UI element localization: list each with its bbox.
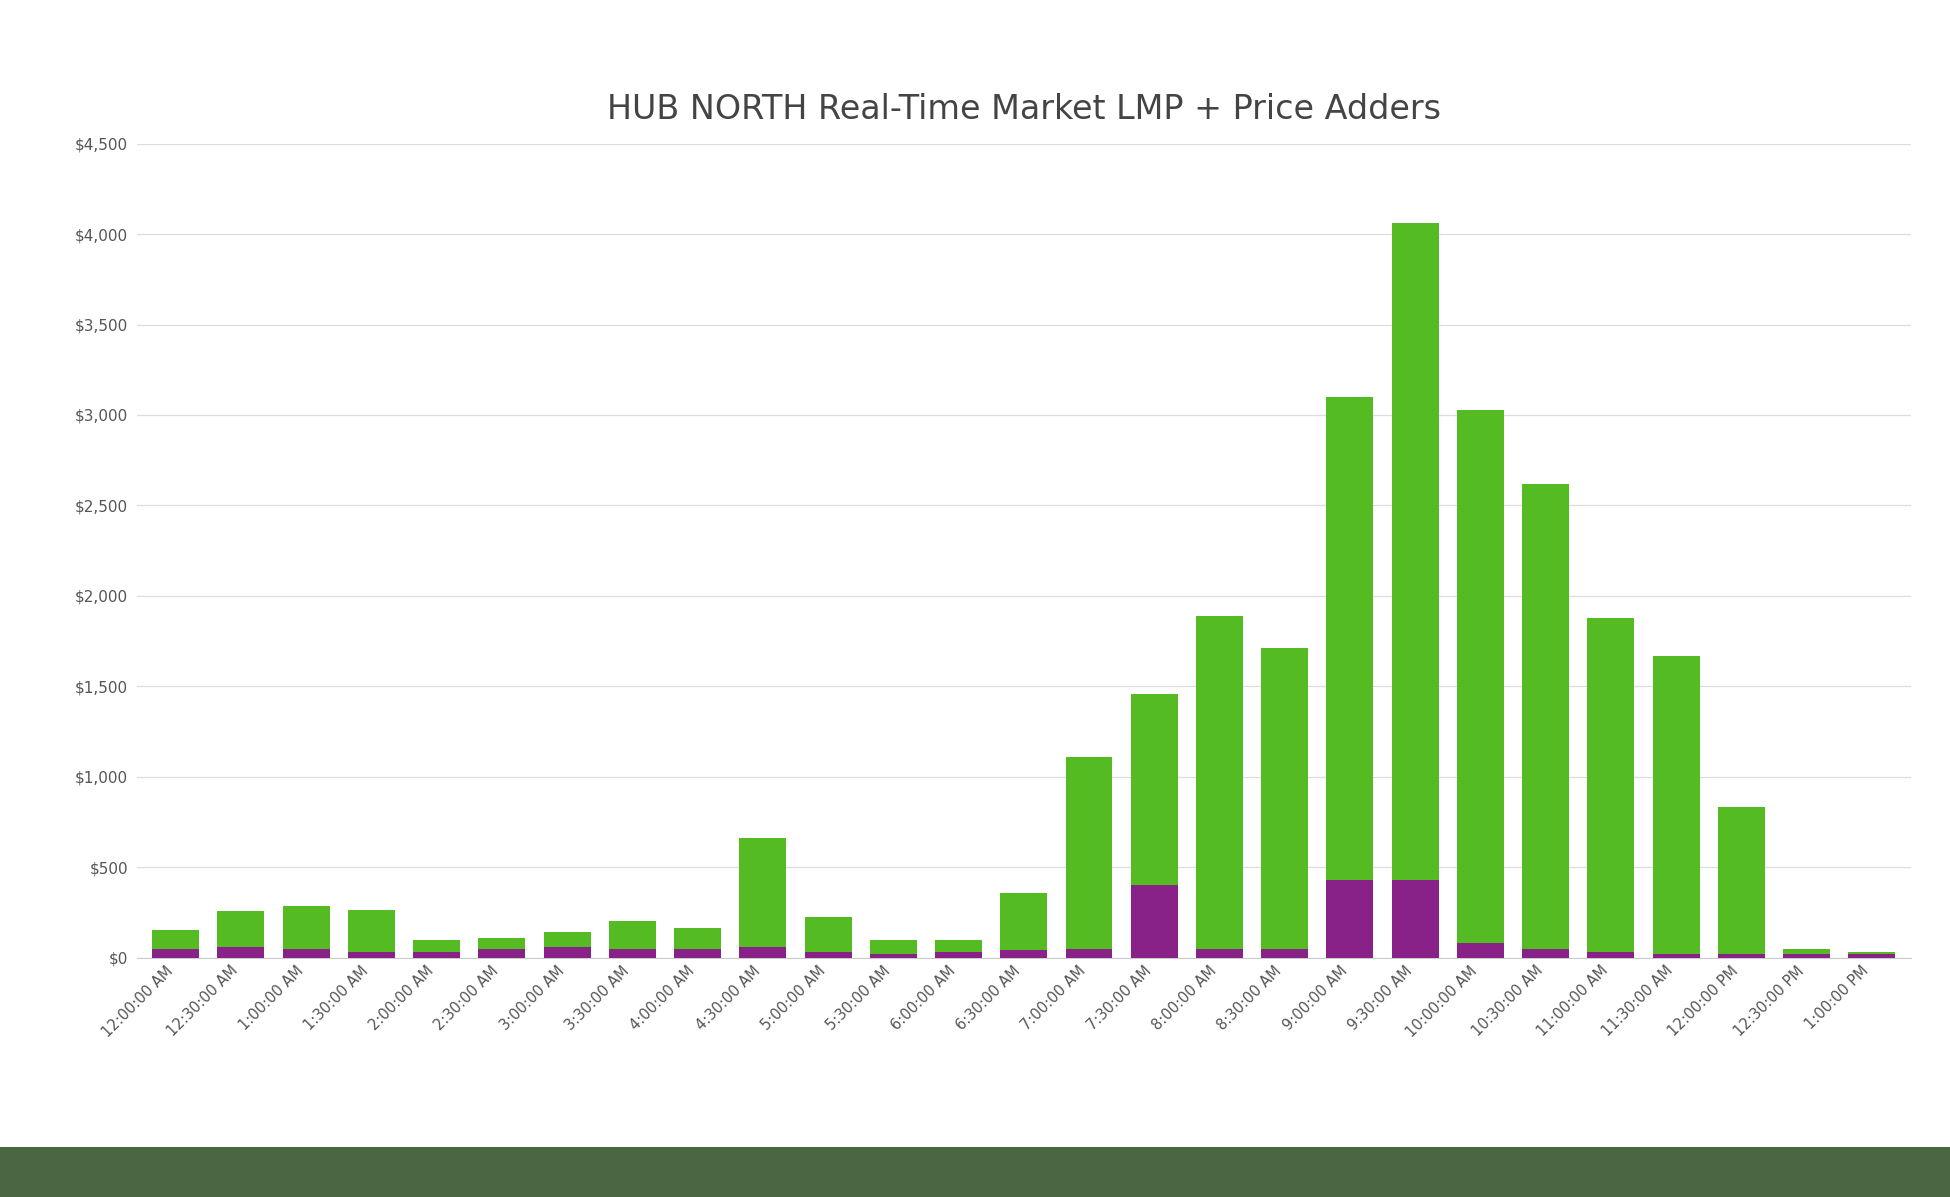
Bar [1392,880,1439,958]
Title: HUB NORTH Real-Time Market LMP + Price Adders: HUB NORTH Real-Time Market LMP + Price A… [606,92,1441,126]
Bar [283,948,330,958]
Bar [934,952,983,958]
Bar [1587,952,1634,958]
Bar [1262,649,1308,948]
Bar [1457,409,1503,943]
Bar [1065,757,1113,948]
Bar [1654,954,1700,958]
Bar [413,952,460,958]
Bar [347,952,394,958]
Bar [608,948,655,958]
Bar [216,911,265,947]
Bar [805,917,852,952]
Bar [608,920,655,948]
Bar [1000,950,1047,958]
Bar [1523,484,1570,948]
Bar [413,940,460,952]
Bar [1195,948,1242,958]
Bar [1457,943,1503,958]
Bar [544,932,591,947]
Bar [1849,954,1895,958]
Bar [1782,948,1831,954]
Bar [675,928,722,948]
Bar [544,947,591,958]
Bar [283,906,330,948]
Bar [675,948,722,958]
Bar [1523,948,1570,958]
Bar [1782,954,1831,958]
Bar [805,952,852,958]
Bar [478,937,525,948]
Bar [1065,948,1113,958]
Bar [152,948,199,958]
Bar [870,940,916,954]
Bar [1195,615,1242,948]
Bar [870,954,916,958]
Bar [739,838,786,947]
Bar [1326,397,1373,880]
Bar [1849,952,1895,954]
Bar [1131,694,1178,886]
Bar [1718,808,1765,954]
Bar [1262,948,1308,958]
Bar [1000,893,1047,950]
Bar [347,910,394,952]
Bar [1718,954,1765,958]
Bar [478,948,525,958]
Bar [1131,886,1178,958]
Bar [1326,880,1373,958]
Bar [152,930,199,948]
Bar [1654,656,1700,954]
Bar [1392,223,1439,880]
Bar [739,947,786,958]
Bar [934,940,983,952]
Bar [1587,618,1634,952]
Bar [216,947,265,958]
